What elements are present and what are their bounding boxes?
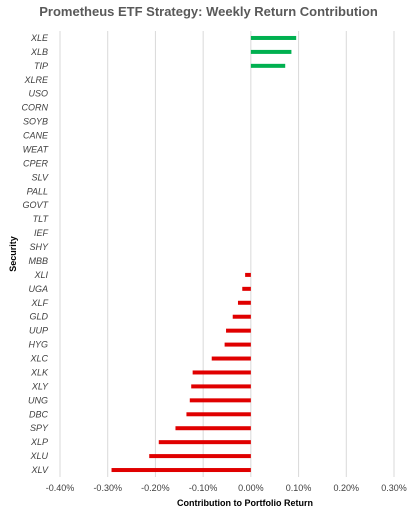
bar-xlc — [211, 356, 251, 361]
y-tick-label: CANE — [23, 131, 49, 141]
y-tick-label: USO — [28, 89, 48, 99]
x-tick-label: -0.10% — [189, 483, 218, 493]
y-tick-label: CPER — [23, 158, 49, 168]
bar-xli — [245, 272, 251, 277]
y-tick-label: XLF — [30, 298, 48, 308]
y-tick-label: XLP — [30, 437, 48, 447]
bar-xle — [250, 35, 297, 40]
y-tick-label: PALL — [27, 186, 48, 196]
bar-xly — [191, 384, 251, 389]
x-tick-label: 0.10% — [286, 483, 312, 493]
bar-uup — [226, 328, 251, 333]
y-tick-label: XLU — [29, 451, 48, 461]
x-tick-label: -0.30% — [93, 483, 122, 493]
y-tick-label: CORN — [22, 103, 49, 113]
y-tick-label: XLV — [30, 465, 49, 475]
y-tick-label: GOVT — [22, 200, 49, 210]
bar-xlf — [237, 300, 251, 305]
y-axis-title: Security — [8, 236, 18, 272]
x-axis-title: Contribution to Portfolio Return — [177, 498, 313, 508]
x-tick-label: 0.20% — [334, 483, 360, 493]
y-tick-label: TIP — [34, 61, 48, 71]
y-tick-label: XLI — [33, 270, 48, 280]
y-tick-label: TLT — [33, 214, 50, 224]
chart-title: Prometheus ETF Strategy: Weekly Return C… — [39, 4, 378, 19]
x-tick-label: 0.00% — [238, 483, 264, 493]
y-tick-label: IEF — [34, 228, 49, 238]
y-tick-label: XLRE — [23, 75, 49, 85]
y-tick-label: UNG — [28, 395, 48, 405]
bar-hyg — [224, 342, 251, 347]
y-tick-label: MBB — [28, 256, 48, 266]
y-tick-label: XLC — [29, 354, 48, 364]
y-tick-label: SHY — [29, 242, 49, 252]
bar-xlk — [192, 370, 251, 375]
bar-tip — [250, 63, 286, 68]
x-tick-label: -0.20% — [141, 483, 170, 493]
y-tick-label: UGA — [28, 284, 48, 294]
bar-xlu — [149, 454, 251, 459]
x-tick-label: -0.40% — [46, 483, 75, 493]
y-tick-label: DBC — [29, 409, 49, 419]
y-tick-label: SLV — [31, 172, 49, 182]
y-tick-label: XLK — [30, 367, 49, 377]
y-tick-label: WEAT — [23, 144, 50, 154]
y-tick-label: SOYB — [23, 117, 48, 127]
bar-uga — [242, 286, 251, 291]
x-tick-label: 0.30% — [381, 483, 407, 493]
bar-gld — [232, 314, 251, 319]
y-tick-label: HYG — [28, 340, 48, 350]
y-tick-label: GLD — [29, 312, 48, 322]
y-tick-label: XLE — [30, 33, 49, 43]
bar-xlv — [111, 468, 251, 473]
y-tick-label: XLY — [31, 381, 49, 391]
y-tick-label: UUP — [29, 326, 48, 336]
bar-dbc — [186, 412, 251, 417]
bar-ung — [189, 398, 251, 403]
y-tick-label: SPY — [30, 423, 49, 433]
y-tick-label: XLB — [30, 47, 48, 57]
bar-xlb — [250, 49, 292, 54]
bar-spy — [175, 426, 251, 431]
bar-xlp — [158, 440, 251, 445]
